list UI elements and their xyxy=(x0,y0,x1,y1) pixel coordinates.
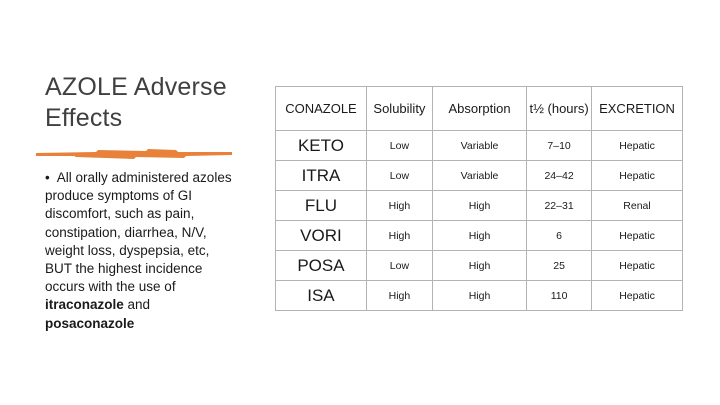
cell-absorption: High xyxy=(431,250,528,281)
azole-table: CONAZOLE Solubility Absorption t½ (hours… xyxy=(275,86,683,319)
bullet-marker: • xyxy=(45,170,50,185)
title-underline-accent xyxy=(36,149,232,159)
cell-drug: ISA xyxy=(275,280,367,311)
cell-solubility: High xyxy=(365,220,433,251)
cell-absorption: Variable xyxy=(431,160,528,191)
cell-excretion: Hepatic xyxy=(591,280,683,311)
table-row: KETO Low Variable 7–10 Hepatic xyxy=(275,130,683,161)
cell-solubility: Low xyxy=(365,250,433,281)
cell-half-life: 6 xyxy=(526,220,593,251)
cell-absorption: High xyxy=(431,220,528,251)
cell-half-life: 24–42 xyxy=(526,160,593,191)
bullet-text: • All orally administered azoles produce… xyxy=(45,169,235,333)
cell-drug: FLU xyxy=(275,190,367,221)
bullet-body: All orally administered azoles produce s… xyxy=(45,170,232,295)
cell-drug: POSA xyxy=(275,250,367,281)
cell-drug: VORI xyxy=(275,220,367,251)
header-solubility: Solubility xyxy=(365,86,433,131)
cell-excretion: Hepatic xyxy=(591,160,683,191)
cell-half-life: 110 xyxy=(526,280,593,311)
header-conazole: CONAZOLE xyxy=(275,86,367,131)
table-row: ITRA Low Variable 24–42 Hepatic xyxy=(275,160,683,191)
table-header-row: CONAZOLE Solubility Absorption t½ (hours… xyxy=(275,86,683,131)
header-excretion: EXCRETION xyxy=(591,86,683,131)
bullet-conjunction: and xyxy=(123,297,151,313)
table-row: VORI High High 6 Hepatic xyxy=(275,220,683,251)
cell-absorption: High xyxy=(431,190,528,221)
cell-solubility: Low xyxy=(365,160,433,191)
table-row: POSA Low High 25 Hepatic xyxy=(275,250,683,281)
cell-absorption: High xyxy=(431,280,528,311)
slide-title: AZOLE Adverse Effects xyxy=(45,73,227,132)
bullet-emphasis-posaconazole: posaconazole xyxy=(45,315,135,331)
cell-solubility: Low xyxy=(365,130,433,161)
table-row: FLU High High 22–31 Renal xyxy=(275,190,683,221)
cell-solubility: High xyxy=(365,280,433,311)
cell-half-life: 22–31 xyxy=(526,190,593,221)
cell-drug: KETO xyxy=(275,130,367,161)
cell-half-life: 7–10 xyxy=(526,130,593,161)
header-half-life: t½ (hours) xyxy=(526,86,593,131)
table-row: ISA High High 110 Hepatic xyxy=(275,280,683,311)
header-absorption: Absorption xyxy=(431,86,528,131)
cell-excretion: Hepatic xyxy=(591,130,683,161)
cell-drug: ITRA xyxy=(275,160,367,191)
cell-solubility: High xyxy=(365,190,433,221)
bullet-emphasis-itraconazole: itraconazole xyxy=(45,297,124,313)
cell-excretion: Hepatic xyxy=(591,250,683,281)
cell-excretion: Hepatic xyxy=(591,220,683,251)
cell-absorption: Variable xyxy=(431,130,528,161)
cell-excretion: Renal xyxy=(591,190,683,221)
cell-half-life: 25 xyxy=(526,250,593,281)
